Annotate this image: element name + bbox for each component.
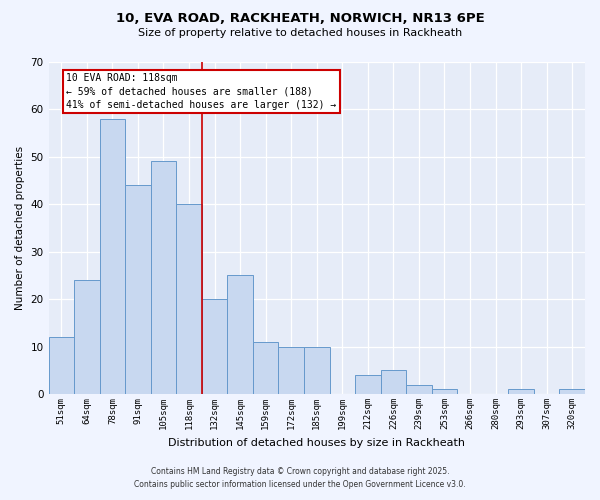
Bar [176,204,202,394]
Bar [508,390,534,394]
Bar [559,390,585,394]
Bar [253,342,278,394]
Text: 10 EVA ROAD: 118sqm
← 59% of detached houses are smaller (188)
41% of semi-detac: 10 EVA ROAD: 118sqm ← 59% of detached ho… [66,74,336,110]
X-axis label: Distribution of detached houses by size in Rackheath: Distribution of detached houses by size … [168,438,465,448]
Y-axis label: Number of detached properties: Number of detached properties [15,146,25,310]
Bar [380,370,406,394]
Text: Contains HM Land Registry data © Crown copyright and database right 2025.
Contai: Contains HM Land Registry data © Crown c… [134,468,466,489]
Bar [278,346,304,394]
Bar [74,280,100,394]
Text: Size of property relative to detached houses in Rackheath: Size of property relative to detached ho… [138,28,462,38]
Bar [304,346,329,394]
Bar [355,375,380,394]
Bar [100,118,125,394]
Text: 10, EVA ROAD, RACKHEATH, NORWICH, NR13 6PE: 10, EVA ROAD, RACKHEATH, NORWICH, NR13 6… [116,12,484,26]
Bar [406,384,432,394]
Bar [227,276,253,394]
Bar [432,390,457,394]
Bar [202,299,227,394]
Bar [151,162,176,394]
Bar [125,185,151,394]
Bar [49,337,74,394]
